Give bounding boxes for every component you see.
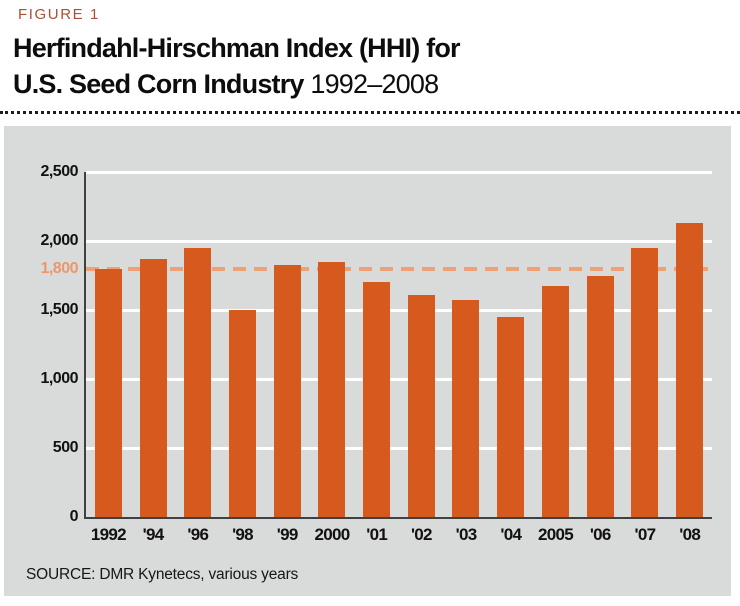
bar-98 bbox=[228, 310, 256, 517]
x-axis-labels: 1992 '94 '96 '98 '99 2000 '01 '02 '03 '04 2005 '06 '… bbox=[86, 525, 712, 545]
x-tick-label-03: '03 bbox=[455, 525, 478, 544]
bar-07 bbox=[631, 247, 659, 517]
x-tick-label-08: '08 bbox=[679, 525, 701, 544]
bar-08 bbox=[675, 223, 703, 517]
x-tick-label-1992: 1992 bbox=[90, 525, 127, 544]
x-tick-label-99: '99 bbox=[276, 525, 299, 544]
bar-06 bbox=[586, 275, 614, 517]
chart-title: Herfindahl-Hirschman Index (HHI) for U.S.… bbox=[13, 30, 461, 102]
x-tick-label-2000: 2000 bbox=[314, 525, 350, 544]
bar-94 bbox=[139, 258, 167, 517]
x-tick-label-96: '96 bbox=[187, 525, 209, 544]
reference-line-label: 1,800 bbox=[40, 259, 78, 277]
bar-1992 bbox=[94, 268, 122, 517]
x-tick-label-04: '04 bbox=[500, 525, 522, 544]
x-tick-label-06: '06 bbox=[589, 525, 612, 544]
chart-panel: 0 500 1,000 1,500 2,000 2,500 1,800 1992 '94 '96 '… bbox=[4, 126, 731, 596]
y-tick-label-500: 500 bbox=[52, 439, 79, 456]
x-tick-label-98: '98 bbox=[232, 525, 254, 544]
x-tick-label-2005: 2005 bbox=[538, 525, 574, 544]
figure-label: FIGURE 1 bbox=[18, 6, 100, 23]
x-axis-line bbox=[84, 517, 712, 519]
gridline-500 bbox=[86, 446, 712, 450]
gridline-1000 bbox=[86, 377, 712, 381]
bar-01 bbox=[363, 282, 391, 517]
y-tick-label-0: 0 bbox=[69, 508, 79, 525]
chart-title-line2-bold: U.S. Seed Corn Industry bbox=[13, 69, 304, 99]
gridline-2000 bbox=[86, 239, 712, 243]
bar-02 bbox=[407, 294, 435, 517]
dotted-divider bbox=[0, 111, 740, 114]
y-tick-label-1000: 1,000 bbox=[40, 370, 78, 387]
y-tick-label-2000: 2,000 bbox=[40, 232, 78, 249]
chart-title-line1: Herfindahl-Hirschman Index (HHI) for bbox=[13, 33, 461, 63]
x-tick-label-02: '02 bbox=[410, 525, 433, 544]
x-tick-label-01: '01 bbox=[366, 525, 388, 544]
bars-container bbox=[86, 172, 712, 517]
bar-03 bbox=[452, 300, 480, 517]
bar-2005 bbox=[541, 285, 569, 517]
y-tick-label-2500: 2,500 bbox=[40, 163, 78, 180]
gridline-1500 bbox=[86, 308, 712, 312]
source-note: SOURCE: DMR Kynetecs, various years bbox=[26, 566, 299, 583]
bar-96 bbox=[184, 247, 212, 517]
x-tick-label-07: '07 bbox=[634, 525, 657, 544]
bar-04 bbox=[497, 316, 525, 517]
y-axis-line bbox=[84, 172, 86, 519]
y-tick-label-1500: 1,500 bbox=[40, 301, 78, 318]
bar-2000 bbox=[318, 261, 346, 517]
bar-99 bbox=[273, 265, 301, 517]
gridline-2500 bbox=[86, 170, 712, 174]
reference-line-1800 bbox=[86, 266, 712, 271]
chart-title-years: 1992–2008 bbox=[303, 69, 439, 99]
x-tick-label-94: '94 bbox=[142, 525, 165, 544]
